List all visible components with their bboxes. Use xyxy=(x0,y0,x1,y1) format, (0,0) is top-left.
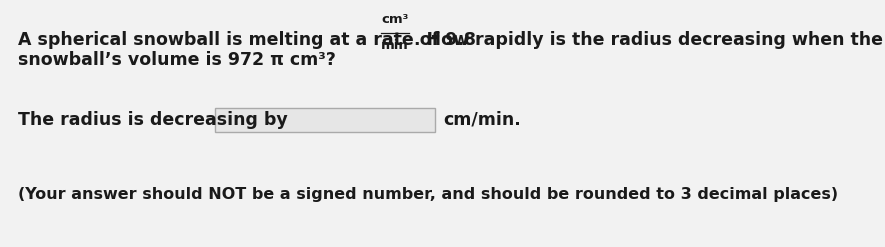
Text: snowball’s volume is 972 π cm³?: snowball’s volume is 972 π cm³? xyxy=(18,51,336,69)
Text: cm/min.: cm/min. xyxy=(443,111,520,129)
Text: cm³: cm³ xyxy=(381,14,409,26)
Text: . How rapidly is the radius decreasing when the: . How rapidly is the radius decreasing w… xyxy=(414,31,883,49)
Text: A spherical snowball is melting at a rate of 9.8: A spherical snowball is melting at a rat… xyxy=(18,31,476,49)
Text: The radius is decreasing by: The radius is decreasing by xyxy=(18,111,288,129)
FancyBboxPatch shape xyxy=(215,108,435,132)
Text: (Your answer should NOT be a signed number, and should be rounded to 3 decimal p: (Your answer should NOT be a signed numb… xyxy=(18,187,838,203)
Text: min: min xyxy=(381,40,409,53)
